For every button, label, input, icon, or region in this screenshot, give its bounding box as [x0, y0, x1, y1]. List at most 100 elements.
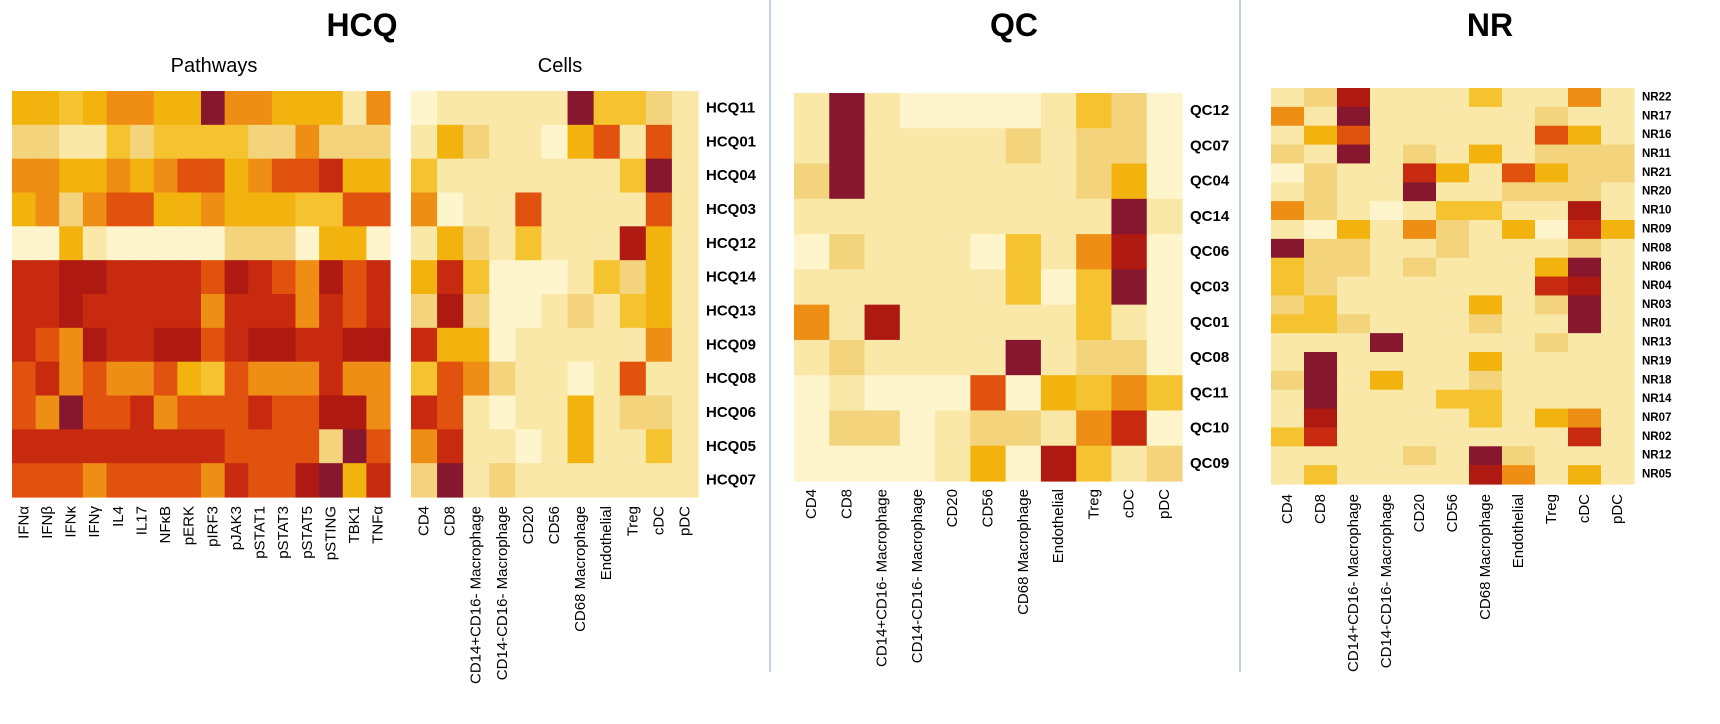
column-label: CD14-CD16- Macrophage [909, 489, 926, 663]
heatmap-cell [1271, 314, 1305, 334]
heatmap-cell [567, 463, 595, 498]
heatmap-cell [271, 226, 297, 261]
heatmap-cell [1403, 125, 1437, 146]
heatmap-cell [12, 463, 37, 498]
heatmap-cell [970, 339, 1007, 376]
heatmap-cell [1502, 370, 1536, 391]
heatmap-cell [1111, 339, 1148, 376]
column-label: CD14-CD16- Macrophage [1378, 494, 1395, 668]
heatmap-cell [1304, 144, 1338, 165]
row-label: QC09 [1190, 455, 1229, 472]
heatmap-cell [1436, 352, 1470, 372]
heatmap-cell [295, 192, 320, 227]
heatmap-cell [35, 226, 60, 261]
heatmap-cell [1502, 88, 1536, 108]
heatmap-cell [12, 361, 37, 397]
heatmap-cell [463, 361, 490, 397]
heatmap-cell [1337, 295, 1371, 315]
heatmap-cell [1403, 370, 1437, 391]
heatmap-cell [106, 463, 131, 498]
heatmap-cell [1076, 198, 1113, 235]
heatmap-cell [1337, 465, 1371, 485]
heatmap-cell [1304, 314, 1338, 334]
heatmap-cell [619, 395, 647, 430]
heatmap-cell [619, 260, 647, 295]
row-label: NR18 [1642, 374, 1672, 386]
heatmap-cell [1370, 333, 1404, 353]
heatmap-cell [463, 260, 490, 295]
heatmap-cell [319, 395, 344, 430]
heatmap-cell [201, 192, 226, 227]
heatmap-cell [1337, 163, 1371, 183]
heatmap-hcq-pathways: IFNα IFNβ IFNκ IFNγ IL4 IL17 NFκB pERK pIRF3 pJAK… [12, 91, 391, 560]
heatmap-cell [1271, 257, 1305, 278]
heatmap-cell [1304, 106, 1338, 127]
heatmap-cell [1403, 257, 1437, 278]
heatmap-cell [1535, 427, 1569, 447]
heatmap-cell [248, 327, 273, 363]
heatmap-cell [463, 327, 490, 363]
heatmap-cell [1469, 182, 1503, 202]
heatmap-cell [1568, 352, 1602, 372]
heatmap-cell [1304, 220, 1338, 240]
heatmap-cell [59, 158, 84, 194]
heatmap-cell [366, 226, 391, 261]
heatmap-cell [970, 410, 1007, 447]
row-label: QC14 [1190, 208, 1230, 225]
heatmap-cell [1469, 201, 1503, 221]
heatmap-cell [489, 91, 516, 126]
heatmap-cell [1005, 339, 1042, 376]
heatmap-cell [1568, 220, 1602, 240]
heatmap-cell [935, 445, 971, 482]
heatmap-cell [1337, 427, 1371, 447]
heatmap-cell [541, 192, 569, 227]
heatmap-cell [829, 304, 866, 341]
heatmap-cell [1601, 201, 1635, 221]
heatmap-cell [59, 124, 84, 160]
heatmap-cell [1146, 339, 1183, 376]
heatmap-cell [1337, 182, 1371, 202]
heatmap-cell [1568, 295, 1602, 315]
heatmap-cell [35, 395, 60, 430]
heatmap-cell [1370, 220, 1404, 240]
heatmap-cell [489, 226, 516, 261]
heatmap-cell [1370, 465, 1404, 485]
heatmap-cell [1076, 339, 1113, 376]
heatmap-cell [1601, 295, 1635, 315]
heatmap-cell [153, 192, 178, 227]
heatmap-cell [224, 395, 249, 430]
heatmap-cell [437, 294, 464, 329]
heatmap-cell [899, 163, 936, 200]
heatmap-cell [411, 429, 438, 464]
column-label: pSTING [322, 506, 339, 560]
heatmap-cell [59, 226, 84, 261]
heatmap-cell [1568, 163, 1602, 183]
heatmap-cell [1568, 314, 1602, 334]
row-label: NR13 [1642, 337, 1671, 349]
heatmap-cell [411, 124, 438, 160]
heatmap-cell [130, 463, 155, 498]
heatmap-cell [935, 410, 971, 447]
heatmap-cell [271, 327, 297, 363]
heatmap-cell [1502, 314, 1536, 334]
heatmap-cell [1502, 201, 1536, 221]
heatmap-cell [593, 192, 621, 227]
heatmap-cell [366, 260, 391, 295]
heatmap-cell [271, 395, 297, 430]
heatmap-cell [899, 128, 936, 165]
heatmap-cell [295, 327, 320, 363]
heatmap-cell [153, 226, 178, 261]
column-label: CD20 [520, 506, 537, 544]
heatmap-cell [794, 445, 830, 482]
column-label: IFNγ [86, 506, 103, 538]
row-label: HCQ13 [706, 302, 756, 319]
heatmap-cell [1469, 88, 1503, 108]
heatmap-cell [366, 91, 391, 126]
heatmap-cell [619, 192, 647, 227]
column-label: CD14+CD16- Macrophage [468, 506, 485, 684]
heatmap-cell [1601, 220, 1635, 240]
heatmap-cell [1568, 446, 1602, 466]
row-label: NR21 [1642, 167, 1672, 179]
column-label: CD4 [1279, 494, 1296, 524]
heatmap-cell [1040, 445, 1077, 482]
